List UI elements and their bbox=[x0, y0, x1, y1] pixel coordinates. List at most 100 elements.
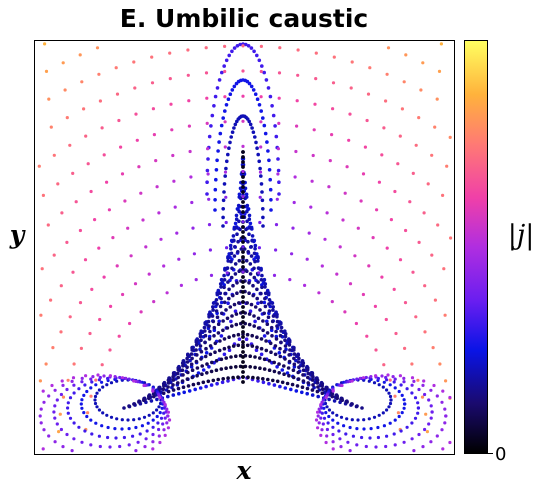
scatter-point-879 bbox=[241, 190, 245, 194]
scatter-point-774 bbox=[257, 58, 262, 63]
scatter-point-287 bbox=[177, 391, 181, 396]
scatter-point-1122 bbox=[411, 171, 415, 175]
scatter-point-343 bbox=[255, 287, 259, 292]
scatter-point-709 bbox=[171, 388, 176, 392]
scatter-point-1493 bbox=[351, 434, 355, 438]
scatter-point-630 bbox=[253, 355, 257, 359]
scatter-point-366 bbox=[198, 332, 203, 336]
scatter-point-681 bbox=[272, 369, 277, 374]
scatter-point-735 bbox=[300, 385, 305, 390]
scatter-point-1518 bbox=[416, 406, 420, 410]
scatter-point-689 bbox=[311, 383, 315, 387]
scatter-point-1480 bbox=[402, 398, 406, 402]
scatter-point-1140 bbox=[295, 99, 299, 103]
scatter-point-834 bbox=[222, 190, 226, 194]
scatter-point-1393 bbox=[41, 389, 45, 393]
scatter-point-1324 bbox=[136, 440, 140, 444]
scatter-point-1475 bbox=[382, 380, 386, 384]
scatter-point-1054 bbox=[139, 191, 143, 195]
scatter-point-404 bbox=[194, 340, 199, 344]
scatter-point-1333 bbox=[59, 427, 63, 432]
scatter-point-624 bbox=[224, 356, 228, 360]
scatter-point-618 bbox=[195, 366, 200, 370]
scatter-point-1127 bbox=[68, 143, 72, 147]
scatter-point-1263 bbox=[80, 398, 84, 402]
scatter-point-487 bbox=[203, 340, 207, 345]
scatter-point-1045 bbox=[433, 298, 437, 302]
scatter-point-874 bbox=[241, 165, 245, 169]
scatter-point-683 bbox=[282, 372, 286, 377]
scatter-point-933 bbox=[241, 270, 245, 274]
scatter-point-703 bbox=[142, 398, 146, 403]
scatter-point-1170 bbox=[400, 107, 404, 111]
scatter-point-1322 bbox=[151, 432, 155, 437]
scatter-point-1018 bbox=[39, 313, 43, 317]
scatter-point-1081 bbox=[154, 159, 158, 163]
scatter-point-1264 bbox=[82, 393, 86, 397]
scatter-point-1173 bbox=[448, 135, 452, 139]
scatter-point-501 bbox=[265, 331, 270, 335]
scatter-point-591 bbox=[283, 357, 287, 361]
scatter-point-904 bbox=[241, 315, 245, 319]
scatter-point-1118 bbox=[347, 138, 351, 142]
scatter-point-708 bbox=[166, 389, 171, 394]
scatter-point-862 bbox=[257, 159, 261, 164]
scatter-point-1223 bbox=[95, 405, 99, 409]
scatter-point-1028 bbox=[173, 205, 177, 209]
scatter-point-1289 bbox=[122, 435, 126, 440]
scatter-point-1252 bbox=[127, 427, 131, 431]
scatter-point-1337 bbox=[53, 404, 57, 408]
scatter-point-442 bbox=[186, 353, 190, 358]
scatter-point-1078 bbox=[105, 180, 109, 184]
scatter-point-1287 bbox=[138, 432, 142, 436]
scatter-point-1449 bbox=[393, 418, 397, 422]
scatter-point-358 bbox=[166, 394, 170, 399]
scatter-point-1226 bbox=[93, 394, 98, 399]
scatter-point-421 bbox=[266, 315, 271, 320]
scatter-point-1246 bbox=[158, 411, 162, 415]
scatter-point-974 bbox=[361, 292, 365, 297]
scatter-point-1565 bbox=[331, 440, 335, 444]
scatter-point-867 bbox=[260, 198, 265, 203]
scatter-point-1198 bbox=[61, 61, 65, 65]
scatter-point-1096 bbox=[408, 200, 412, 204]
scatter-point-631 bbox=[258, 356, 262, 360]
scatter-point-1587 bbox=[444, 414, 448, 418]
scatter-point-1526 bbox=[393, 443, 397, 447]
scatter-point-1120 bbox=[380, 153, 384, 157]
scatter-point-1374 bbox=[70, 379, 74, 383]
scatter-point-813 bbox=[249, 84, 254, 89]
scatter-point-68 bbox=[233, 221, 238, 226]
scatter-point-1063 bbox=[293, 175, 297, 179]
scatter-point-1062 bbox=[276, 172, 280, 176]
scatter-point-474 bbox=[327, 397, 331, 402]
scatter-point-1147 bbox=[414, 143, 418, 147]
scatter-point-1047 bbox=[40, 267, 44, 271]
scatter-point-1008 bbox=[367, 264, 371, 268]
scatter-point-1070 bbox=[404, 228, 408, 233]
scatter-point-877 bbox=[241, 180, 245, 184]
scatter-point-1016 bbox=[444, 379, 448, 383]
scatter-point-1175 bbox=[63, 88, 67, 92]
scatter-point-758 bbox=[215, 86, 220, 90]
scatter-point-1336 bbox=[52, 410, 56, 414]
scatter-point-1012 bbox=[414, 315, 418, 319]
scatter-point-634 bbox=[272, 360, 276, 365]
scatter-point-345 bbox=[263, 296, 267, 301]
scatter-point-1554 bbox=[429, 404, 433, 408]
scatter-point-859 bbox=[254, 140, 258, 145]
scatter-point-1101 bbox=[56, 182, 60, 186]
scatter-point-346 bbox=[267, 302, 271, 306]
scatter-point-236 bbox=[236, 250, 240, 254]
scatter-point-262 bbox=[211, 301, 216, 305]
scatter-point-1184 bbox=[223, 44, 227, 48]
scatter-point-1550 bbox=[410, 383, 414, 387]
scatter-point-1148 bbox=[430, 153, 434, 157]
scatter-point-1190 bbox=[332, 55, 336, 59]
scatter-point-668 bbox=[209, 369, 214, 374]
scatter-point-896 bbox=[241, 275, 245, 279]
scatter-point-739 bbox=[320, 391, 325, 396]
scatter-point-906 bbox=[241, 325, 245, 329]
scatter-point-334 bbox=[219, 296, 223, 301]
scatter-point-1357 bbox=[162, 428, 166, 432]
